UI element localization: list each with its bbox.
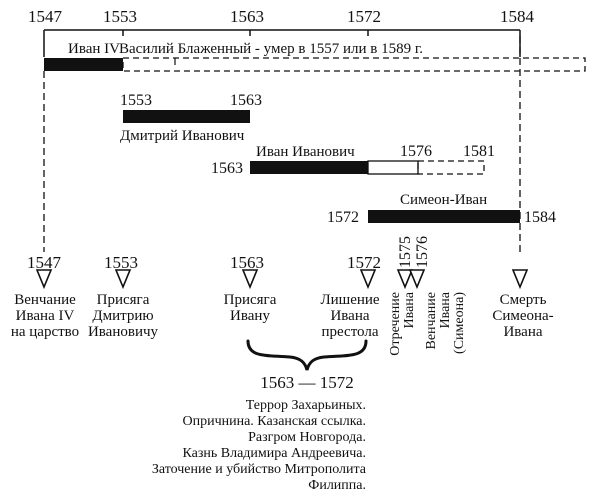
event-1547-line-3: на царство	[11, 324, 79, 340]
simeon-bar	[368, 210, 520, 223]
event-marker-1572	[359, 269, 377, 290]
event-1553-line-1: Присяга	[97, 292, 150, 308]
event-1576-line-2: Ивана	[438, 291, 453, 328]
event-year-1553: 1553	[104, 253, 138, 272]
year-label-1563: 1563	[230, 7, 264, 26]
event-1584-line-2: Симеона-	[492, 308, 553, 324]
dmitry-label: Дмитрий Иванович	[120, 128, 245, 144]
event-year-1563: 1563	[230, 253, 264, 272]
event-1575-line-2: Ивана	[402, 291, 417, 328]
dmitry-bar	[123, 110, 250, 123]
simeon-label: Симеон-Иван	[400, 192, 487, 208]
ivan-ivanovich-solid-bar	[250, 161, 368, 174]
event-1553-line-3: Ивановичу	[88, 324, 159, 340]
event-1563-line-2: Ивану	[230, 308, 270, 324]
year-label-1572: 1572	[347, 7, 381, 26]
event-1576-line-3: (Симеона)	[452, 292, 467, 354]
year-label-1553: 1553	[103, 7, 137, 26]
event-1572-line-2: Ивана	[330, 308, 369, 324]
ivan4-label: Иван IV	[68, 41, 120, 57]
ivan-ivanovich-1581: 1581	[463, 143, 495, 160]
event-1563-line-1: Присяга	[224, 292, 277, 308]
ivan-ivanovich-lifeline: Иван Иванович 1576 1581 1563	[211, 143, 495, 177]
event-1547-line-1: Венчание	[14, 292, 76, 308]
event-year-1572: 1572	[347, 253, 381, 272]
event-1584-line-3: Ивана	[503, 324, 542, 340]
event-year-1576: 1576	[414, 236, 431, 268]
period-range: 1563 — 1572	[260, 373, 354, 392]
dmitry-lifeline: 1553 1563 Дмитрий Иванович	[120, 92, 262, 144]
year-label-1584: 1584	[500, 7, 535, 26]
ivan-ivanovich-start-year: 1563	[211, 160, 243, 177]
event-marker-1563	[241, 269, 259, 290]
event-1576-line-1: Венчание	[424, 292, 439, 350]
period-item-1: Террор Захарьиных.	[246, 398, 366, 413]
top-year-labels: 1547 1553 1563 1572 1584	[28, 7, 535, 26]
period-item-6: Филиппа.	[308, 478, 366, 492]
event-marker-1576	[408, 269, 426, 290]
ivan-ivanovich-1576: 1576	[400, 143, 432, 160]
ivan-ivanovich-open-bar	[367, 160, 419, 175]
event-markers	[35, 269, 529, 290]
dmitry-start-year: 1553	[120, 92, 152, 109]
ivan-ivanovich-dashed-bar	[417, 160, 485, 175]
event-year-1547: 1547	[27, 253, 62, 272]
period-item-4: Казнь Владимира Андреевича.	[182, 446, 366, 461]
period-list: 1563 — 1572 Террор Захарьиных. Опричнина…	[152, 373, 367, 492]
simeon-end-year: 1584	[524, 209, 556, 226]
simeon-start-year: 1572	[327, 209, 359, 226]
event-year-labels: 1547 1553 1563 1572 1575 1576	[27, 236, 431, 272]
top-frame	[43, 29, 521, 57]
event-descriptions: Венчание Ивана IV на царство Присяга Дми…	[11, 291, 554, 355]
period-brace	[246, 339, 368, 371]
event-1572-line-1: Лишение	[320, 292, 379, 308]
dashed-connectors	[43, 36, 521, 252]
event-marker-1575	[396, 269, 414, 290]
curly-brace-icon	[246, 339, 368, 371]
ivan4-solid-bar	[44, 58, 123, 71]
event-1553-line-2: Дмитрию	[92, 308, 153, 324]
event-1575-line-1: Отречение	[388, 292, 403, 356]
vasily-dashed-bar	[122, 57, 586, 72]
ivan-ivanovich-label: Иван Иванович	[256, 144, 355, 160]
dmitry-end-year: 1563	[230, 92, 262, 109]
simeon-lifeline: Симеон-Иван 1572 1584	[327, 192, 556, 226]
vasily-label: Василий Блаженный - умер в 1557 или в 15…	[119, 41, 423, 57]
event-marker-1584	[511, 269, 529, 290]
event-1584-line-1: Смерть	[500, 292, 547, 308]
event-1547-line-2: Ивана IV	[16, 308, 75, 324]
period-item-3: Разгром Новгорода.	[248, 430, 366, 445]
period-item-5: Заточение и убийство Митрополита	[152, 462, 367, 477]
year-label-1547: 1547	[28, 7, 63, 26]
ivan4-lifeline: Иван IV Василий Блаженный - умер в 1557 …	[44, 41, 586, 72]
event-year-1575: 1575	[397, 236, 414, 268]
event-marker-1553	[114, 269, 132, 290]
event-1572-line-3: престола	[321, 324, 378, 340]
event-marker-1547	[35, 269, 53, 290]
period-item-2: Опричнина. Казанская ссылка.	[182, 414, 366, 429]
